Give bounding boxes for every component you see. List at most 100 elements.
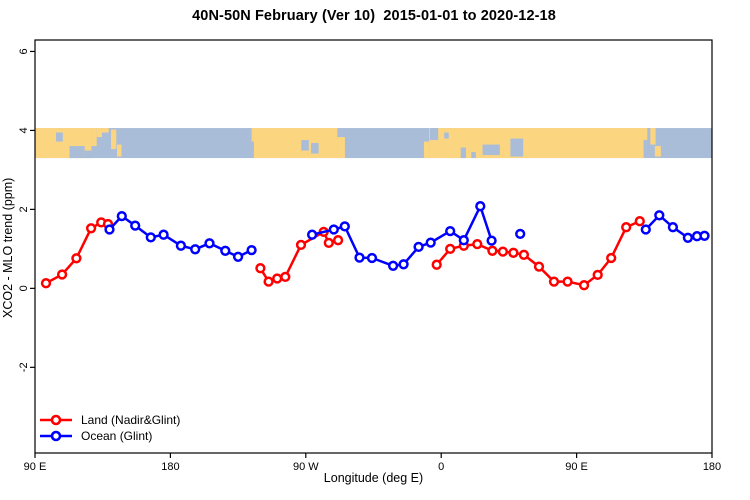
- data-point-marker: [175, 240, 187, 251]
- x-tick-label: 180: [703, 461, 721, 473]
- data-point-marker: [640, 224, 651, 235]
- map-strip-ocean-inlay: [510, 138, 524, 157]
- y-tick-label: -2: [18, 362, 30, 372]
- map-strip-land-segment: [423, 141, 430, 159]
- x-axis-label: Longitude (deg E): [323, 471, 424, 485]
- y-tick-label: 2: [18, 206, 30, 212]
- map-strip-ocean-inlay: [444, 132, 449, 139]
- data-point-marker: [621, 222, 632, 233]
- data-point-marker: [562, 276, 573, 287]
- data-point-marker: [486, 235, 497, 246]
- data-point-marker: [515, 228, 526, 240]
- data-point-marker: [145, 232, 156, 243]
- data-point-marker: [158, 229, 169, 240]
- data-point-marker: [578, 280, 590, 291]
- data-point-marker: [40, 278, 52, 289]
- data-point-marker: [280, 271, 291, 283]
- data-point-marker: [654, 210, 665, 221]
- data-point-marker: [667, 222, 679, 233]
- x-tick-label: 90 E: [565, 461, 588, 473]
- data-point-marker: [592, 269, 603, 281]
- data-point-marker: [232, 251, 244, 262]
- y-tick-label: 6: [18, 48, 30, 54]
- chart-title: 40N-50N February (Ver 10) 2015-01-01 to …: [192, 8, 556, 24]
- series-line: [435, 220, 641, 287]
- map-strip-land-segment: [650, 128, 656, 145]
- x-tick-label: 180: [161, 461, 179, 473]
- data-point-marker: [699, 230, 710, 241]
- data-point-marker: [487, 245, 498, 256]
- legend: Land (Nadir&Glint) Ocean (Glint): [39, 412, 180, 444]
- data-point-marker: [220, 245, 231, 256]
- data-point-marker: [458, 235, 469, 246]
- legend-label-land: Land (Nadir&Glint): [81, 413, 181, 427]
- map-strip-ocean-inlay: [56, 132, 63, 142]
- map-strip-land-segment: [116, 144, 122, 157]
- map-strip-land-segment: [110, 129, 117, 150]
- x-tick-label: 0: [438, 461, 444, 473]
- map-strip-land-segment: [96, 128, 102, 138]
- data-point-marker: [518, 249, 530, 260]
- data-point-marker: [56, 269, 68, 280]
- data-point-marker: [255, 263, 266, 274]
- data-point-marker: [508, 247, 519, 258]
- data-point-marker: [366, 252, 378, 264]
- data-point-marker: [204, 238, 215, 249]
- data-point-marker: [339, 221, 350, 232]
- data-point-marker: [475, 201, 486, 212]
- legend-item-ocean: Ocean (Glint): [39, 428, 180, 444]
- map-strip-ocean-inlay: [301, 140, 309, 151]
- data-point-marker: [387, 260, 399, 271]
- data-point-marker: [425, 237, 436, 248]
- y-tick-label: 4: [18, 127, 30, 133]
- map-strip-land-segment: [643, 128, 648, 141]
- data-point-marker: [606, 252, 617, 264]
- data-point-marker: [306, 229, 318, 240]
- map-strip-land-segment: [654, 146, 661, 157]
- legend-item-land: Land (Nadir&Glint): [39, 412, 180, 428]
- x-tick-label: 90 E: [24, 461, 47, 473]
- data-point-marker: [682, 232, 694, 243]
- data-point-marker: [246, 244, 257, 256]
- data-point-marker: [548, 276, 560, 287]
- series-line: [45, 221, 109, 285]
- data-point-marker: [634, 216, 645, 227]
- data-point-marker: [295, 239, 307, 251]
- legend-label-ocean: Ocean (Glint): [81, 429, 153, 443]
- data-point-marker: [71, 253, 82, 264]
- data-point-marker: [332, 235, 344, 246]
- map-strip-ocean-inlay: [460, 147, 467, 159]
- land-series-symbol-icon: [40, 414, 72, 426]
- data-point-marker: [398, 259, 409, 270]
- data-point-marker: [130, 220, 141, 231]
- y-tick-label: 0: [18, 285, 30, 291]
- plot-border: [34, 39, 713, 454]
- data-point-marker: [328, 224, 339, 235]
- map-strip-ocean-inlay: [84, 150, 92, 159]
- map-strip-ocean-inlay: [429, 128, 439, 141]
- data-point-marker: [85, 223, 97, 234]
- y-axis-label: XCO2 - MLO trend (ppm): [1, 177, 15, 318]
- data-point-marker: [497, 246, 509, 257]
- map-strip-land-segment: [253, 128, 338, 159]
- ocean-series-symbol-icon: [40, 430, 72, 442]
- data-point-marker: [190, 244, 201, 255]
- map-strip-land-segment: [91, 128, 97, 147]
- map-strip-ocean-inlay: [311, 143, 319, 154]
- data-point-marker: [323, 237, 334, 249]
- map-strip-ocean-inlay: [482, 144, 500, 156]
- data-point-marker: [413, 241, 424, 253]
- map-strip-ocean-inlay: [69, 146, 85, 159]
- data-point-marker: [472, 238, 483, 250]
- map-strip-land-segment: [337, 137, 345, 159]
- data-point-marker: [533, 261, 545, 272]
- data-point-marker: [104, 224, 115, 235]
- data-point-marker: [354, 252, 365, 263]
- map-strip-ocean-inlay: [471, 152, 476, 159]
- data-point-marker: [445, 243, 456, 255]
- map-strip-land-segment: [101, 128, 109, 133]
- data-point-marker: [272, 273, 283, 284]
- data-point-marker: [445, 225, 456, 237]
